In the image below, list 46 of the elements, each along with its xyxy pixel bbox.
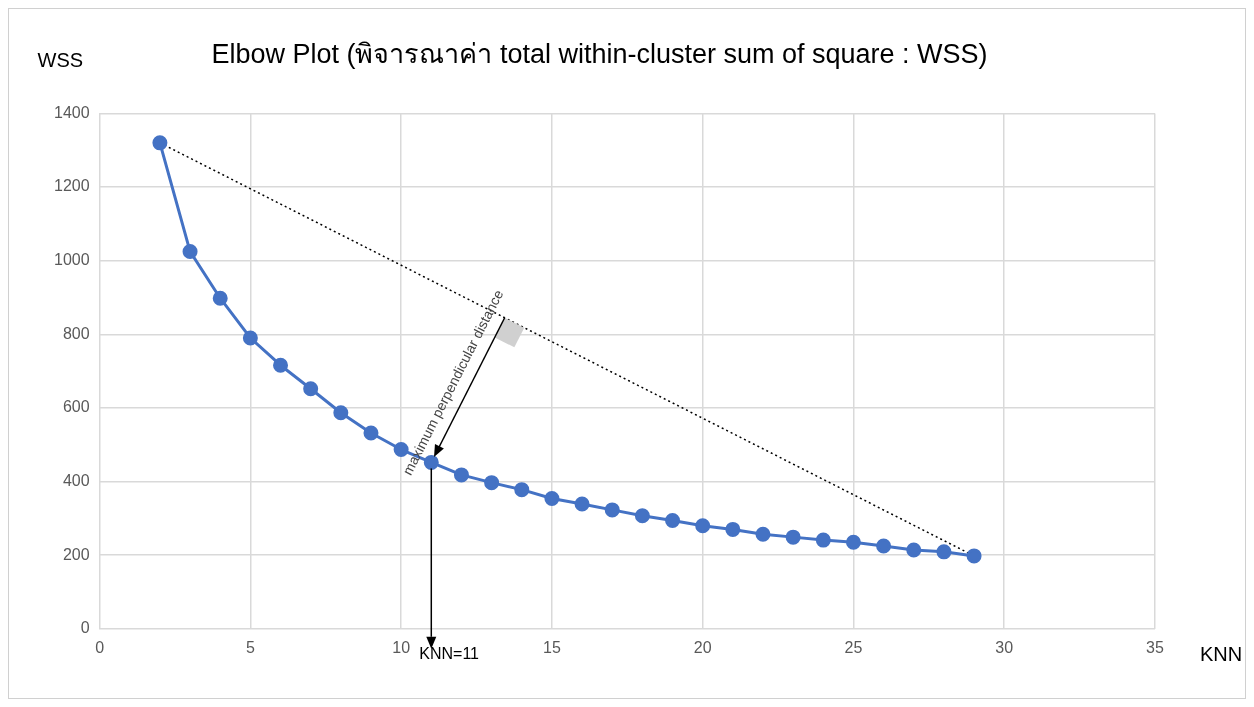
y-tick-label: 1400 xyxy=(54,103,90,121)
point xyxy=(695,518,711,534)
point xyxy=(815,532,831,548)
y-axis-title: WSS xyxy=(37,48,84,71)
point xyxy=(152,135,168,151)
x-tick-label: 10 xyxy=(392,638,411,656)
text: KNN=11 xyxy=(419,644,480,662)
x-tick-label: 35 xyxy=(1146,638,1164,656)
y-tick-label: 600 xyxy=(62,398,90,416)
x-tick-label: 20 xyxy=(693,638,712,656)
point xyxy=(182,243,198,259)
point xyxy=(212,290,228,306)
x-tick-label: 5 xyxy=(245,638,255,656)
x-axis-title: KNN xyxy=(1200,643,1243,666)
x-tick-label: 25 xyxy=(844,638,863,656)
x-tick-label: 30 xyxy=(995,638,1014,656)
y-tick-label: 1000 xyxy=(54,251,90,269)
point xyxy=(303,381,319,397)
point xyxy=(484,475,500,491)
point xyxy=(544,490,560,506)
y-tick-label: 200 xyxy=(62,545,90,563)
x-tick-label: 0 xyxy=(95,638,105,656)
chart-title: Elbow Plot (พิจารณาค่า total within-cluster sum of square : WSS) xyxy=(211,38,988,69)
point xyxy=(333,405,349,421)
point xyxy=(514,482,530,498)
point xyxy=(634,508,650,524)
point xyxy=(604,502,620,518)
point xyxy=(665,513,681,529)
y-tick-label: 400 xyxy=(62,471,90,489)
point xyxy=(966,548,982,564)
point xyxy=(936,544,952,560)
point xyxy=(242,330,258,346)
y-tick-label: 800 xyxy=(62,324,90,342)
y-tick-label: 0 xyxy=(80,619,90,637)
x-tick-label: 15 xyxy=(543,638,561,656)
point xyxy=(273,357,289,373)
y-tick-label: 1200 xyxy=(54,177,90,195)
point xyxy=(755,526,771,542)
point xyxy=(785,529,801,545)
point xyxy=(363,425,379,441)
point xyxy=(453,467,469,483)
point xyxy=(906,542,922,558)
point xyxy=(725,521,741,537)
point xyxy=(845,534,861,550)
point xyxy=(876,538,892,554)
point xyxy=(574,496,590,512)
